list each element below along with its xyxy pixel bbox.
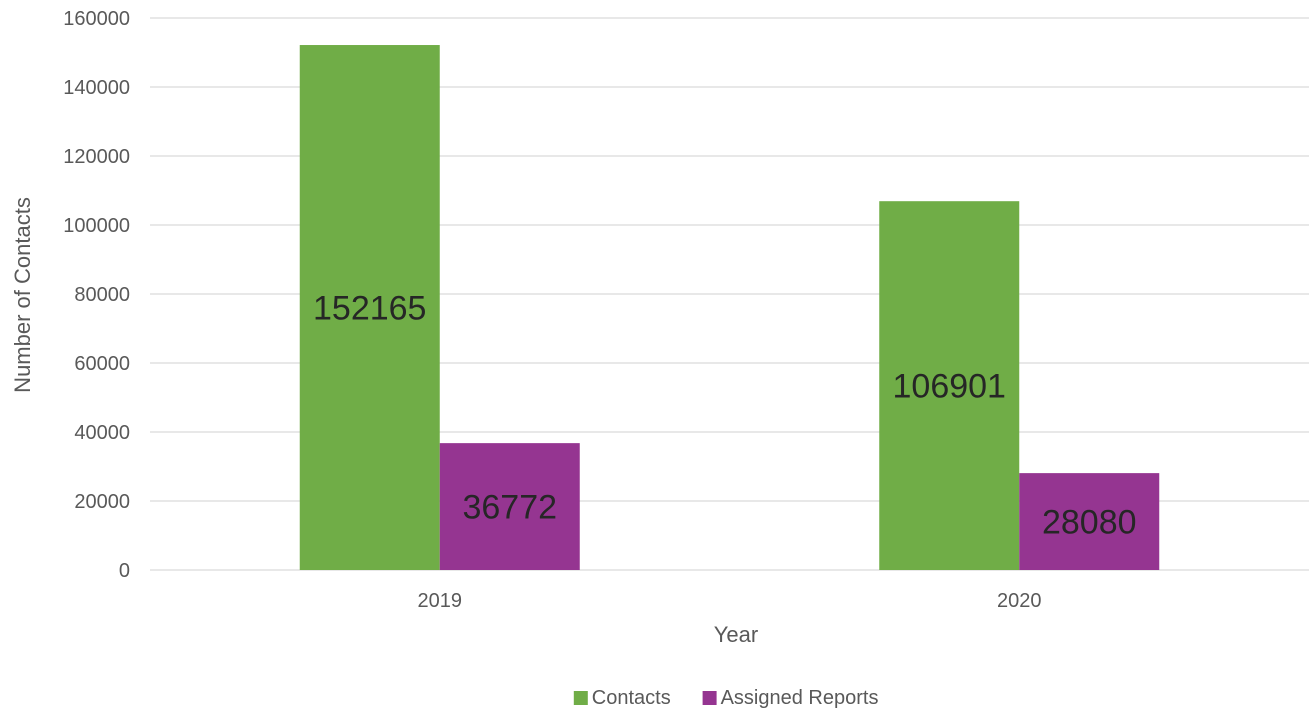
data-labels: 152165 36772 106901 28080 [313,290,1137,542]
legend-label: Contacts [592,687,671,709]
legend: Contacts Assigned Reports [573,687,879,709]
bars [299,45,1160,571]
y-tick-label: 20000 [74,491,130,513]
legend-swatch [702,691,717,705]
y-tick-label: 60000 [74,353,130,375]
y-tick-label: 160000 [63,8,130,30]
bar-contacts-2019 [299,45,440,570]
y-tick-label: 80000 [74,284,130,306]
legend-item-contacts: Contacts [573,687,671,709]
legend-item-assigned-reports: Assigned Reports [702,687,879,709]
data-label: 152165 [313,290,426,328]
x-tick-label: 2020 [997,590,1042,612]
x-axis-title: Year [714,622,758,647]
y-tick-label: 140000 [63,77,130,99]
x-axis-ticks: 2019 2020 [418,590,1042,612]
y-tick-label: 0 [119,560,130,582]
y-axis-ticks: 0 20000 40000 60000 80000 100000 120000 140000 1… [63,8,130,582]
legend-label: Assigned Reports [721,687,879,709]
legend-swatch [573,691,588,705]
y-tick-label: 40000 [74,422,130,444]
y-tick-label: 100000 [63,215,130,237]
y-axis-title: Number of Contacts [10,197,35,393]
bar-assigned-reports-2020 [1019,473,1160,570]
y-tick-label: 120000 [63,146,130,168]
bar-assigned-reports-2019 [439,443,580,570]
data-label: 28080 [1042,504,1137,542]
x-tick-label: 2019 [418,590,463,612]
data-label: 106901 [893,368,1006,406]
data-label: 36772 [462,489,557,527]
bar-contacts-2020 [879,201,1020,571]
